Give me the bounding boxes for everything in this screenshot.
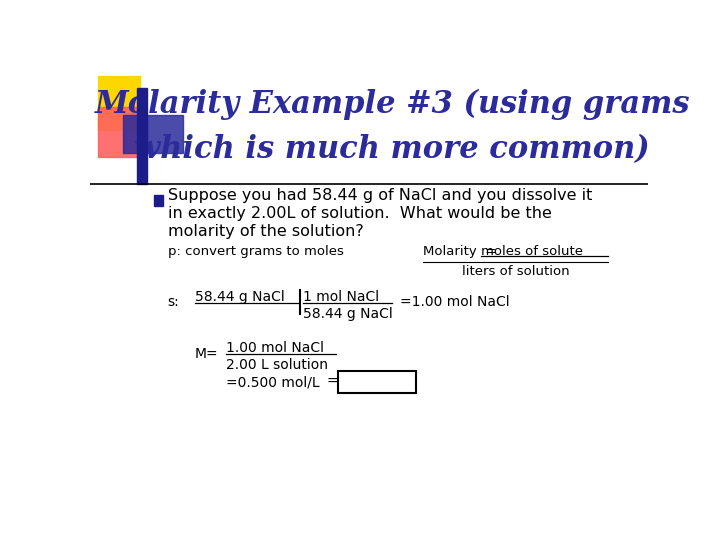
Bar (98, 76, 140, 130)
Text: 1.00 mol NaCl: 1.00 mol NaCl (225, 341, 323, 355)
Bar (137, 88, 147, 184)
Text: Molarity  =: Molarity = (423, 245, 500, 258)
Text: s:: s: (168, 295, 179, 309)
Text: molarity of the solution?: molarity of the solution? (168, 224, 364, 239)
Text: moles of solute: moles of solute (482, 245, 583, 258)
Text: Molarity Example #3 (using grams: Molarity Example #3 (using grams (94, 89, 690, 120)
Text: in exactly 2.00L of solution.  What would be the: in exactly 2.00L of solution. What would… (168, 206, 552, 221)
Bar (153, 195, 163, 206)
Bar (98, 107, 137, 157)
Text: =0.500 mol/L: =0.500 mol/L (225, 375, 319, 389)
Text: 58.44 g NaCl: 58.44 g NaCl (194, 291, 284, 305)
Text: =: = (326, 375, 338, 389)
Text: =1.00 mol NaCl: =1.00 mol NaCl (400, 295, 510, 309)
Bar (338, 372, 415, 393)
Text: M=: M= (194, 347, 218, 361)
Text: 0.500 M: 0.500 M (346, 375, 408, 389)
Text: 58.44 g NaCl: 58.44 g NaCl (303, 307, 393, 321)
Bar (122, 115, 183, 153)
Text: p: convert grams to moles: p: convert grams to moles (168, 245, 343, 258)
Text: 1 mol NaCl: 1 mol NaCl (303, 291, 379, 305)
Text: liters of solution: liters of solution (462, 265, 570, 278)
Text: which is much more common): which is much more common) (135, 134, 650, 165)
Text: Suppose you had 58.44 g of NaCl and you dissolve it: Suppose you had 58.44 g of NaCl and you … (168, 188, 592, 203)
Text: 2.00 L solution: 2.00 L solution (225, 358, 328, 372)
